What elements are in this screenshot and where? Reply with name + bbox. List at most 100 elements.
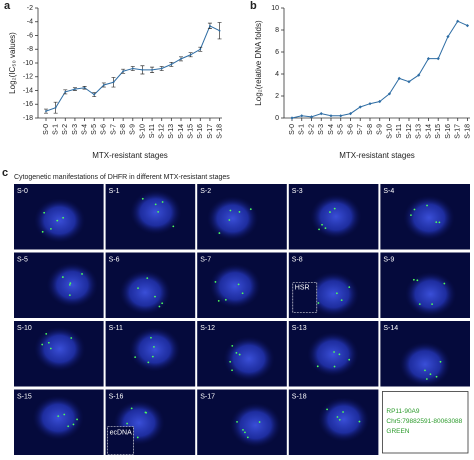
x-tick-label: S-3 [318, 124, 325, 135]
point [348, 112, 353, 116]
signal [336, 416, 339, 418]
signal [161, 302, 164, 305]
x-tick-label: S-12 [159, 124, 166, 139]
axis [37, 8, 222, 119]
x-tick-label: S-15 [187, 124, 194, 139]
x-tick-label: S-16 [445, 124, 452, 139]
signal [130, 407, 133, 410]
x-tick-label: S-18 [216, 124, 223, 139]
x-tick-label: S-12 [406, 124, 413, 139]
signal [235, 352, 238, 354]
signal [241, 292, 244, 295]
nucleus [404, 271, 457, 317]
y-tick-label: -4 [27, 19, 33, 26]
nucleus [318, 397, 370, 442]
point [309, 115, 314, 119]
signal [62, 216, 65, 219]
signal [242, 429, 244, 431]
signal [41, 230, 44, 233]
signal [244, 431, 246, 434]
signal [342, 411, 344, 413]
signal [218, 232, 221, 234]
signal [68, 294, 71, 297]
point [300, 114, 304, 118]
x-tick-label: S-13 [168, 124, 175, 139]
point [290, 116, 294, 120]
nucleus [307, 332, 359, 377]
signal [438, 221, 441, 224]
signal [348, 358, 351, 361]
point [199, 48, 202, 51]
x-tick-label: S-14 [178, 124, 185, 139]
signal [238, 353, 241, 356]
y-axis-label: Log₂(IC₅₀ values) [8, 32, 17, 94]
signal [435, 375, 438, 378]
y-tick-label: 4 [275, 71, 279, 78]
tile-label: S-0 [17, 188, 28, 195]
signal [317, 302, 320, 304]
x-tick-label: S-1 [52, 124, 59, 135]
point [339, 114, 343, 118]
data-line [291, 20, 468, 119]
signal [229, 360, 232, 363]
signal [439, 360, 442, 363]
x-tick-label: S-1 [299, 124, 306, 135]
point [209, 24, 211, 27]
signal [145, 411, 148, 414]
signal [141, 197, 144, 200]
point [417, 73, 421, 77]
point [378, 99, 382, 104]
x-tick-label: S-3 [72, 124, 79, 135]
signal [338, 418, 341, 421]
signal [258, 421, 261, 423]
point [426, 57, 431, 61]
point [436, 57, 440, 61]
point [218, 29, 221, 32]
signal [61, 276, 64, 278]
signal [236, 420, 238, 423]
signal [56, 219, 59, 222]
signal [340, 299, 343, 302]
signal [224, 298, 227, 301]
signal [154, 295, 156, 298]
signal [416, 279, 419, 282]
tile-label: S-3 [292, 188, 303, 195]
x-tick-label: S-17 [455, 124, 462, 139]
x-axis-label: MTX-resistant stages [339, 151, 415, 160]
signal [47, 341, 50, 344]
tile-label: S-5 [17, 256, 28, 263]
x-tick-label: S-6 [101, 124, 108, 135]
y-tick-label: 6 [275, 49, 279, 56]
nucleus [403, 195, 455, 241]
signal [425, 378, 428, 380]
signal [41, 343, 44, 346]
legend-box [381, 391, 469, 454]
signal [49, 347, 52, 350]
signal [154, 203, 157, 206]
tile-label: S-11 [109, 325, 123, 332]
inset [292, 282, 318, 313]
x-tick-label: S-15 [435, 124, 442, 139]
signal [81, 273, 83, 275]
y-axis-label: Log₂(relative DNA folds) [254, 20, 263, 106]
point [407, 80, 411, 84]
signal [76, 418, 78, 421]
signal [72, 423, 75, 426]
signal [43, 211, 46, 214]
y-tick-label: -8 [27, 46, 33, 53]
signal [238, 211, 241, 213]
signal [329, 211, 331, 213]
axis [283, 8, 470, 119]
point [319, 112, 323, 116]
tile-label: S-4 [383, 188, 394, 195]
signal [214, 281, 217, 283]
point [151, 68, 153, 71]
x-tick-label: S-10 [139, 124, 146, 139]
signal [67, 425, 70, 428]
signal [426, 204, 428, 207]
point [141, 68, 144, 71]
signal [147, 361, 150, 364]
panel-title: Cytogenetic manifestations of DHFR in di… [14, 174, 230, 181]
signal [231, 369, 233, 372]
point [358, 105, 362, 109]
